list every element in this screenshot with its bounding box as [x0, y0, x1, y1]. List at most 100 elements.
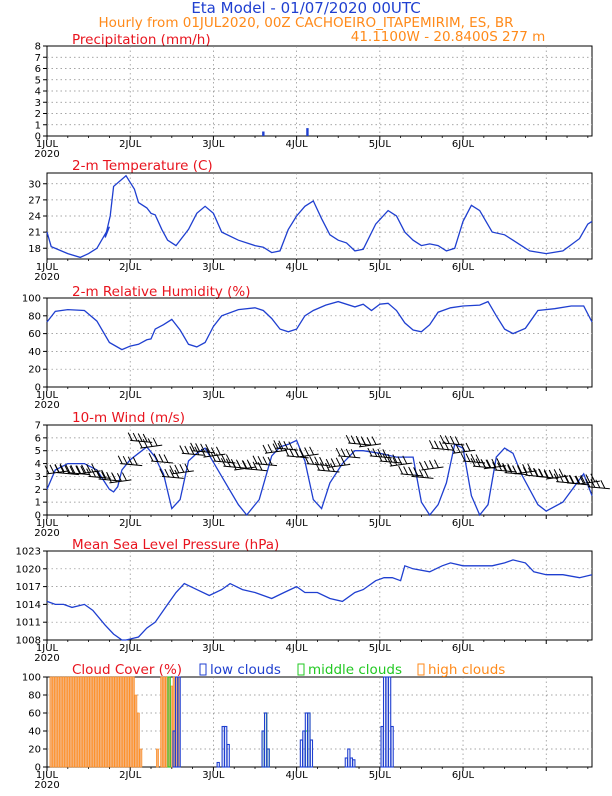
wind-barb-feather — [449, 435, 455, 445]
wind-barb-feather — [96, 469, 102, 478]
wind-barb-feather — [44, 465, 50, 474]
cloud-bar-high-clouds — [134, 694, 138, 768]
wind-barb-feather — [169, 465, 175, 474]
wind-barb-feather — [247, 461, 253, 470]
clouds-xtick-label: 1JUL — [36, 770, 59, 781]
rh-ytick-label: 80 — [28, 311, 41, 322]
wind-barb-staff — [358, 443, 382, 448]
cloud-bar-high-clouds — [156, 748, 159, 768]
temp-ytick-label: 21 — [28, 228, 41, 239]
wind-barb — [169, 463, 194, 475]
wind-barb-feather — [465, 453, 471, 462]
wind-barb-feather — [86, 463, 92, 473]
mslp-panel: Mean Sea Level Pressure (hPa) 1008 1011 101… — [16, 537, 593, 664]
cloud-bar-high-clouds — [69, 676, 73, 768]
temp-xtick-label: 1JUL — [36, 262, 59, 273]
wind-barb-feather — [507, 463, 513, 472]
cloud-bar-high-clouds — [62, 676, 65, 768]
cloud-bar-low-clouds — [309, 739, 314, 768]
mslp-xtick-label: 2JUL — [119, 643, 142, 654]
wind-barb — [117, 455, 143, 467]
precip-ytick-label: 7 — [35, 53, 41, 64]
wind-barb — [242, 460, 268, 472]
wind-barb — [314, 461, 340, 473]
wind-barb-feather — [585, 474, 591, 483]
cloud-bar-high-clouds — [126, 676, 130, 768]
legend-swatch-high-clouds — [417, 663, 425, 676]
wind-barb — [127, 432, 153, 443]
temp-xtick-label: 5JUL — [369, 262, 392, 273]
precip-xtick-year: 2020 — [34, 149, 59, 160]
legend-swatch-low-clouds — [199, 663, 207, 676]
wind-barb-feather — [475, 454, 481, 463]
wind-barb-feather — [76, 465, 82, 474]
wind-barb-feather — [59, 464, 65, 474]
wind-xtick-label: 4JUL — [286, 518, 309, 529]
cloud-bar-low-clouds — [307, 712, 311, 768]
cloud-bar-high-clouds — [101, 676, 105, 768]
wind-barb-feather — [595, 479, 601, 489]
rh-xtick-label: 4JUL — [286, 390, 309, 401]
clouds-ytick-label: 0 — [35, 763, 41, 774]
mslp-xtick-label: 5JUL — [369, 643, 392, 654]
wind-barb-feather — [86, 468, 92, 477]
wind-barb-feather — [159, 468, 165, 477]
wind-barb-feather — [225, 458, 231, 468]
wind-barb-feather — [122, 455, 128, 465]
wind-barb-staff — [56, 472, 80, 476]
wind-barb — [262, 442, 288, 454]
wind-barb-feather — [190, 442, 196, 452]
wind-barb-feather — [522, 463, 528, 473]
wind-barb-feather — [398, 465, 404, 475]
wind-barb-feather — [54, 464, 60, 473]
wind-barb-feather — [574, 475, 580, 485]
wind-barb — [148, 452, 174, 464]
wind-barb-feather — [496, 458, 502, 467]
precip-xtick-label: 4JUL — [286, 139, 309, 150]
wind-barb — [428, 440, 454, 451]
wind-barb-feather — [96, 470, 102, 480]
temp-series-line — [46, 174, 593, 259]
temp-xtick-label: 2JUL — [119, 262, 142, 273]
cloud-bar-low-clouds — [390, 725, 394, 768]
clouds-ytick-label: 100 — [22, 673, 41, 684]
wind-barb-feather — [200, 443, 206, 453]
wind-xtick-year: 2020 — [34, 528, 59, 539]
wind-barb-feather — [195, 443, 201, 452]
wind-barb-staff — [140, 444, 163, 449]
wind-barb-feather — [289, 448, 295, 457]
panels: Precipitation (mm/h)0123456781JUL20202JU… — [16, 32, 610, 791]
wind-barb-feather — [148, 452, 154, 462]
wind-barb-feather — [288, 441, 294, 450]
mslp-xtick-label: 3JUL — [202, 643, 225, 654]
wind-barb-feather — [163, 454, 169, 463]
precip-xtick-label: 5JUL — [369, 139, 392, 150]
precip-xtick-label: 2JUL — [119, 139, 142, 150]
precip-bar — [262, 131, 265, 136]
rh-title: 2-m Relative Humidity (%) — [72, 284, 251, 300]
wind-barb-feather — [527, 467, 533, 477]
wind-barb — [367, 447, 392, 459]
wind-barb-feather — [428, 440, 434, 449]
cloud-bar-high-clouds — [96, 676, 100, 768]
wind-barb-feather — [174, 464, 180, 474]
wind-barb — [210, 452, 236, 464]
precip-xtick-label: 1JUL — [36, 139, 59, 150]
wind-barb-feather — [65, 464, 71, 473]
precip-ytick-label: 5 — [35, 75, 41, 86]
wind-barb-feather — [580, 474, 586, 484]
wind-barb-feather — [371, 436, 377, 445]
cloud-bar-high-clouds — [77, 676, 80, 768]
wind-xtick-label: 6JUL — [452, 518, 475, 529]
cloud-bar-high-clouds — [170, 685, 174, 768]
cloud-bar-high-clouds — [54, 676, 58, 768]
wind-barb-feather — [179, 445, 185, 454]
wind-barb-feather — [75, 465, 81, 474]
mslp-ytick-label: 1017 — [16, 582, 41, 593]
wind-barb-feather — [522, 467, 528, 476]
wind-barb-staff — [254, 463, 278, 467]
wind-barb-feather — [465, 442, 471, 452]
clouds-frame — [46, 676, 593, 768]
wind-barb-feather — [392, 454, 398, 463]
